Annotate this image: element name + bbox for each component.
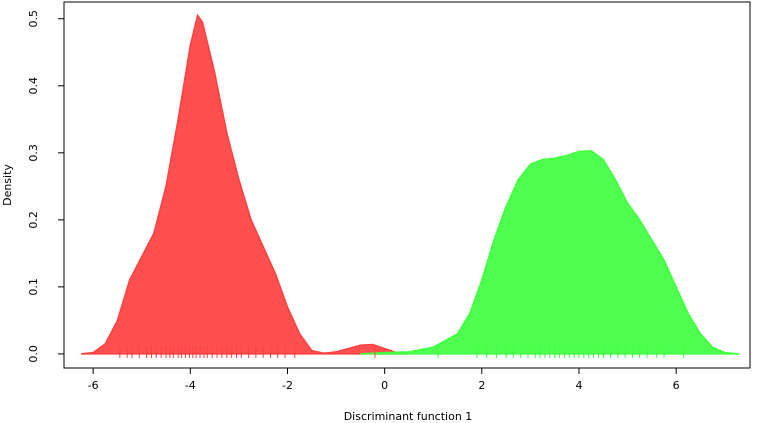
y-tick-label: 0.4: [27, 77, 40, 95]
x-tick-label: -4: [185, 379, 196, 392]
x-tick-label: -6: [88, 379, 99, 392]
y-tick-label: 0.3: [27, 144, 40, 162]
x-axis-label: Discriminant function 1: [344, 410, 473, 423]
y-tick-label: 0.2: [27, 211, 40, 229]
y-tick-label: 0.1: [27, 278, 40, 296]
density-area: [80, 13, 410, 355]
x-tick-label: 0: [381, 379, 388, 392]
x-tick-label: 4: [575, 379, 582, 392]
x-tick-label: 6: [673, 379, 680, 392]
y-axis-label: Density: [1, 164, 14, 206]
y-tick-label: 0.5: [27, 10, 40, 28]
x-tick-label: -2: [282, 379, 293, 392]
plot-frame: [63, 1, 751, 369]
x-tick-label: 2: [478, 379, 485, 392]
density-area: [360, 150, 740, 355]
y-tick-label: 0.0: [27, 345, 40, 363]
